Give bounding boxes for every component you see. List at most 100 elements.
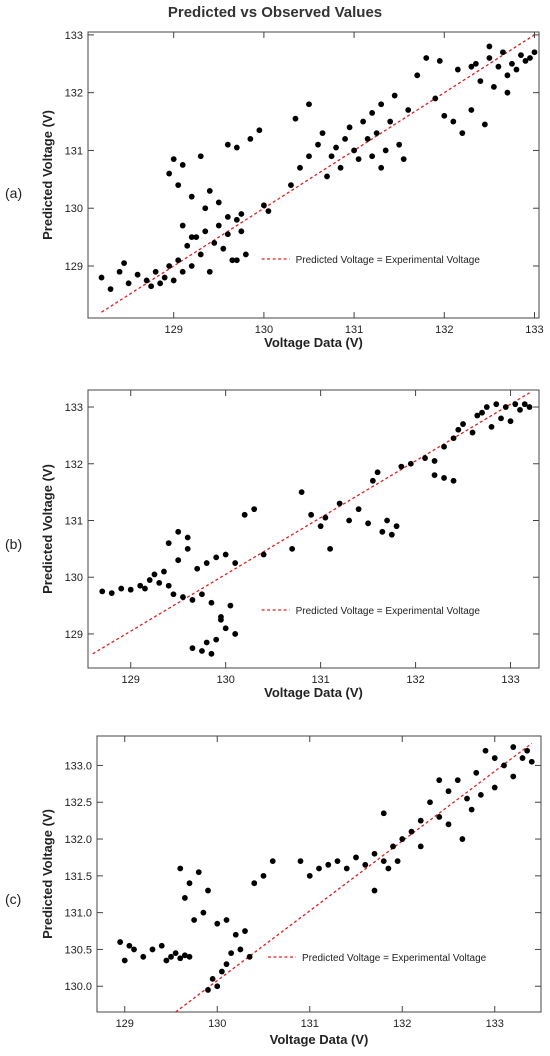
data-point <box>373 130 380 137</box>
data-point <box>417 817 424 824</box>
data-point <box>327 545 334 552</box>
y-tick-label: 129 <box>65 629 83 641</box>
data-point <box>223 917 230 923</box>
data-point <box>156 579 163 586</box>
data-point <box>238 228 245 235</box>
data-point <box>218 616 224 623</box>
data-point <box>175 257 182 264</box>
data-point <box>501 762 507 769</box>
data-point <box>126 942 133 949</box>
data-point <box>206 187 213 194</box>
data-point <box>166 170 173 177</box>
data-point <box>325 861 332 868</box>
y-axis-title: Predicted Voltage (V) <box>40 464 55 594</box>
data-point <box>517 406 523 413</box>
data-point <box>200 909 207 916</box>
data-point <box>218 968 225 975</box>
data-point <box>117 939 124 945</box>
data-point <box>379 528 386 535</box>
data-point <box>168 953 174 960</box>
y-tick-label: 133 <box>65 30 83 42</box>
legend-label: Predicted Voltage = Experimental Voltage <box>296 606 481 617</box>
data-point <box>224 231 231 238</box>
data-point <box>157 280 164 287</box>
data-point <box>223 961 230 968</box>
y-tick-label: 132 <box>65 459 83 471</box>
data-point <box>220 245 227 252</box>
data-point <box>211 239 218 246</box>
data-point <box>441 112 448 119</box>
data-point <box>324 173 330 180</box>
data-point <box>269 858 276 865</box>
y-axis-title: Predicted Voltage (V) <box>40 809 55 939</box>
data-point <box>316 865 322 872</box>
data-point <box>134 271 141 278</box>
data-point <box>175 528 182 535</box>
data-point <box>233 144 240 151</box>
data-point <box>468 107 475 113</box>
data-point <box>498 415 504 422</box>
data-point <box>177 955 184 962</box>
data-point <box>333 144 339 151</box>
data-point <box>346 517 353 524</box>
data-point <box>247 135 254 142</box>
data-point <box>385 865 392 872</box>
data-point <box>384 517 390 524</box>
data-point <box>232 631 239 637</box>
data-point <box>518 52 524 59</box>
data-point <box>297 858 304 865</box>
data-point <box>181 895 188 901</box>
data-point <box>233 257 240 264</box>
data-point <box>477 791 484 798</box>
data-point <box>116 268 123 275</box>
data-point <box>188 234 195 241</box>
data-point <box>224 141 231 148</box>
data-point <box>464 795 470 802</box>
data-point <box>292 115 299 122</box>
data-point <box>369 153 376 160</box>
data-point <box>454 66 461 73</box>
data-point <box>184 545 191 552</box>
data-point <box>232 560 239 566</box>
data-point <box>371 887 378 894</box>
data-point <box>488 423 495 430</box>
data-point <box>241 511 248 518</box>
data-point <box>483 404 490 410</box>
data-point <box>195 869 202 876</box>
data-point <box>369 477 376 484</box>
data-point <box>431 458 438 464</box>
y-tick-label: 131 <box>65 515 83 527</box>
data-point <box>188 263 195 269</box>
y-tick-label: 131 <box>65 145 83 157</box>
data-point <box>513 66 520 73</box>
data-point <box>528 758 535 765</box>
data-point <box>170 591 177 598</box>
y-tick-label: 130 <box>65 572 83 584</box>
data-point <box>186 880 193 887</box>
data-point <box>432 95 439 102</box>
data-point <box>382 147 389 154</box>
x-tick-label: 132 <box>393 1018 411 1030</box>
data-point <box>468 63 475 70</box>
data-point <box>118 585 125 592</box>
panel-label: (c) <box>5 891 21 907</box>
y-tick-label: 130.0 <box>64 981 92 993</box>
data-point <box>208 599 215 606</box>
data-point <box>486 43 493 50</box>
data-point <box>346 124 353 131</box>
data-point <box>180 594 186 600</box>
y-tick-label: 131.0 <box>64 908 92 920</box>
x-axis-title: Voltage Data (V) <box>264 335 363 350</box>
data-point <box>486 55 493 61</box>
data-point <box>232 931 239 938</box>
data-point <box>481 121 488 128</box>
data-point <box>360 118 367 125</box>
data-point <box>493 401 500 408</box>
data-point <box>468 806 475 813</box>
data-point <box>179 161 186 168</box>
data-point <box>507 418 514 425</box>
data-point <box>177 865 184 872</box>
data-point <box>524 747 531 754</box>
x-axis-title: Voltage Data (V) <box>270 1032 369 1047</box>
